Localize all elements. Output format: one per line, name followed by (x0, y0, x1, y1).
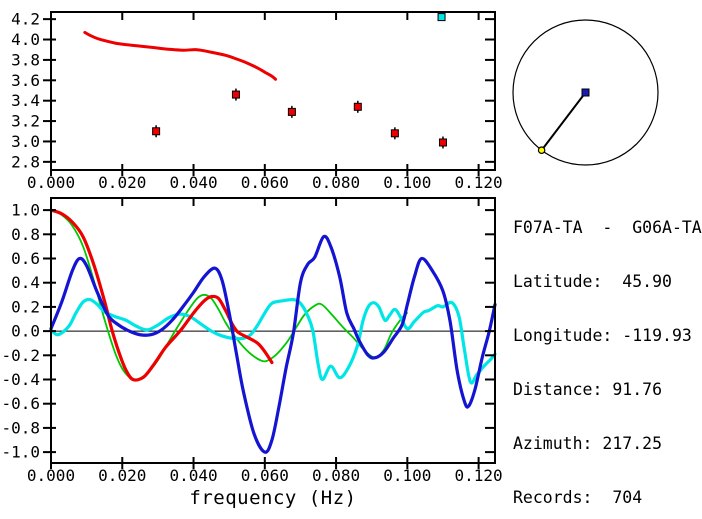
y-tick-label: 3.4 (11, 91, 40, 110)
dispersion-plot: 0.000 0.020 0.040 0.060 0.080 0.100 0.1202.83.… (11, 10, 503, 192)
station-pair-title: F07A-TA - G06A-TA (513, 218, 702, 237)
y-tick-label: 3.0 (11, 132, 40, 151)
x-tick-label: 0.120 (455, 466, 503, 485)
info-line-distance: Distance: 91.76 (513, 380, 663, 399)
x-tick-label: 0.120 (455, 173, 503, 192)
x-tick-label: 0.000 (27, 173, 75, 192)
x-tick-label: 0.000 (27, 466, 75, 485)
x-tick-label: 0.020 (98, 466, 146, 485)
azimuth-line (540, 91, 587, 151)
x-tick-label: 0.020 (98, 173, 146, 192)
y-tick-label: 1.0 (11, 201, 40, 220)
info-line-latitude: Latitude: 45.90 (513, 272, 672, 291)
station-center-marker (581, 88, 590, 97)
coherence-cyan (49, 297, 497, 385)
y-tick-label: -0.6 (1, 394, 40, 413)
y-tick-label: 4.0 (11, 30, 40, 49)
y-tick-label: 3.8 (11, 50, 40, 69)
coherence-blue (49, 234, 497, 454)
y-tick-label: 0.2 (11, 297, 40, 316)
x-tick-label: 0.100 (383, 466, 431, 485)
y-tick-label: 0.4 (11, 273, 40, 292)
azimuth-circle (512, 19, 659, 166)
azimuth-direction-marker (537, 146, 546, 155)
info-line-records: Records: 704 (513, 488, 643, 507)
y-tick-label: 3.6 (11, 71, 40, 90)
y-tick-label: 0.8 (11, 225, 40, 244)
y-tick-label: 3.2 (11, 112, 40, 131)
x-tick-label: 0.060 (241, 173, 289, 192)
dispersion-picks-marker (287, 107, 296, 116)
x-tick-label: 0.040 (169, 173, 217, 192)
y-tick-label: 4.2 (11, 10, 40, 29)
coherence-red (49, 208, 274, 382)
plot-frame (50, 11, 496, 171)
dispersion-picks-marker (438, 138, 447, 147)
dispersion-picks-marker (353, 102, 362, 111)
coherence-green (50, 209, 408, 381)
correlation-plot: 0.000 0.020 0.040 0.060 0.080 0.100 0.120 1.0 0.… (1, 197, 503, 485)
y-tick-label: 0.0 (11, 322, 40, 341)
dispersion-curve (83, 30, 277, 81)
x-tick-label: 0.080 (312, 173, 360, 192)
dispersion-picks-marker (231, 90, 240, 99)
y-tick-label: -0.4 (1, 370, 40, 389)
plot-frame (50, 197, 496, 464)
y-tick-label: -0.8 (1, 418, 40, 437)
y-tick-label: -0.2 (1, 346, 40, 365)
y-tick-label: 0.6 (11, 249, 40, 268)
info-line-longitude: Longitude: -119.93 (513, 326, 692, 345)
y-tick-label: -1.0 (1, 443, 40, 462)
station-info-panel: F07A-TA - G06A-TA Latitude: 45.90 Longit… (513, 183, 702, 519)
x-tick-label: 0.080 (312, 466, 360, 485)
frequency-axis-label: frequency (Hz) (189, 487, 357, 509)
dispersion-picks-marker (390, 129, 399, 138)
x-tick-label: 0.060 (241, 466, 289, 485)
x-tick-label: 0.100 (383, 173, 431, 192)
y-tick-label: 2.8 (11, 152, 40, 171)
dispersion-picks-marker (152, 127, 161, 136)
info-line-azimuth: Azimuth: 217.25 (513, 434, 663, 453)
highlight-pick-marker (437, 13, 446, 22)
x-tick-label: 0.040 (169, 466, 217, 485)
azimuth-ring (512, 19, 659, 166)
